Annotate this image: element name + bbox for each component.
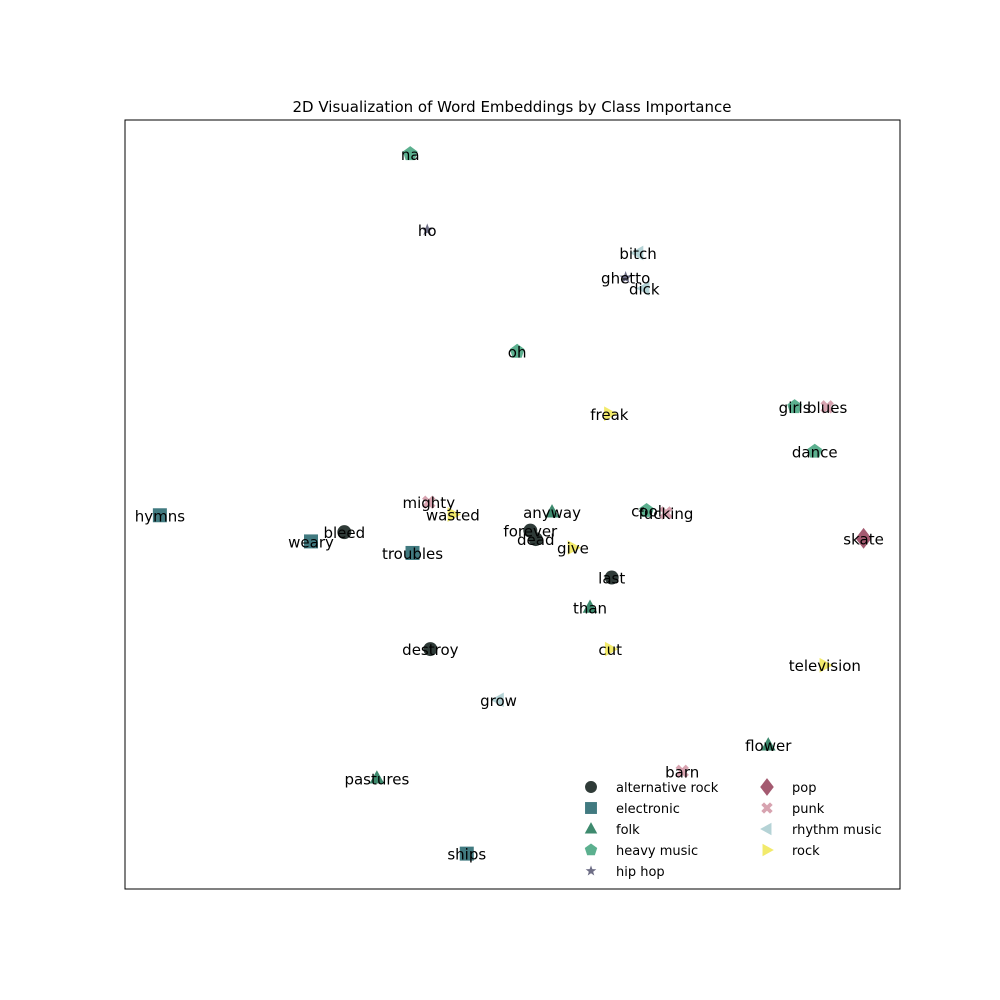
point-label-grow: grow bbox=[480, 692, 517, 710]
data-point-blues bbox=[820, 400, 834, 414]
data-point-than bbox=[582, 599, 598, 613]
data-point-barn bbox=[675, 764, 689, 779]
point-label-oh: oh bbox=[508, 343, 527, 361]
point-label-destroy: destroy bbox=[402, 641, 458, 659]
point-label-last: last bbox=[598, 570, 625, 588]
point-label-forever: forever bbox=[503, 523, 558, 541]
point-label-ho: ho bbox=[418, 222, 437, 240]
data-point-na bbox=[402, 146, 418, 161]
legend-label-pop: pop bbox=[792, 781, 816, 796]
legend-label-punk: punk bbox=[792, 802, 825, 817]
data-point-mighty bbox=[422, 495, 436, 509]
legend-marker-electronic bbox=[585, 802, 597, 814]
data-point-dick bbox=[636, 281, 650, 296]
point-label-flower: flower bbox=[745, 737, 792, 755]
data-point-television bbox=[819, 657, 833, 673]
data-point-weary bbox=[304, 534, 318, 549]
point-label-than: than bbox=[573, 600, 607, 618]
point-label-girls: girls bbox=[779, 399, 811, 417]
data-point-dead bbox=[528, 532, 543, 547]
legend-label-hip-hop: hip hop bbox=[616, 865, 665, 880]
data-point-troubles bbox=[405, 545, 420, 560]
point-label-na: na bbox=[401, 146, 420, 164]
legend-marker-heavy-music bbox=[584, 843, 598, 856]
point-label-barn: barn bbox=[665, 763, 699, 781]
point-label-cut: cut bbox=[598, 641, 622, 659]
legend-marker-hip-hop bbox=[585, 865, 597, 876]
data-point-skate bbox=[855, 527, 872, 549]
point-label-bleed: bleed bbox=[323, 524, 365, 542]
point-label-television: television bbox=[789, 657, 861, 675]
point-label-wasted: wasted bbox=[426, 506, 480, 524]
legend-label-electronic: electronic bbox=[616, 802, 680, 817]
data-point-oh bbox=[509, 343, 525, 358]
data-point-anyway bbox=[544, 504, 560, 518]
data-point-grow bbox=[490, 692, 504, 708]
point-label-skate: skate bbox=[843, 530, 884, 548]
data-point-ghetto bbox=[619, 271, 632, 283]
legend-marker-alternative-rock bbox=[585, 781, 597, 793]
legend-marker-rock bbox=[762, 843, 774, 857]
point-label-dick: dick bbox=[629, 280, 660, 298]
data-point-fucking bbox=[659, 506, 673, 520]
legend-marker-rhythm-music bbox=[760, 822, 772, 836]
legend-label-rhythm-music: rhythm music bbox=[792, 823, 882, 838]
legend-label-alternative-rock: alternative rock bbox=[616, 781, 719, 796]
data-point-wasted bbox=[447, 507, 461, 522]
data-point-freak bbox=[604, 406, 618, 422]
legend-marker-pop bbox=[760, 778, 774, 796]
point-label-freak: freak bbox=[590, 406, 629, 424]
legend-label-heavy-music: heavy music bbox=[616, 844, 698, 859]
point-label-anyway: anyway bbox=[523, 504, 581, 522]
data-point-last bbox=[604, 570, 619, 585]
point-label-pastures: pastures bbox=[344, 770, 409, 788]
data-point-cut bbox=[604, 641, 619, 657]
data-point-hymns bbox=[152, 508, 167, 523]
data-point-cool bbox=[639, 502, 654, 517]
data-point-bleed bbox=[337, 525, 352, 540]
point-label-hymns: hymns bbox=[135, 507, 186, 525]
data-point-ships bbox=[459, 846, 474, 861]
data-point-destroy bbox=[423, 642, 438, 657]
chart-title: 2D Visualization of Word Embeddings by C… bbox=[293, 98, 732, 116]
legend-label-rock: rock bbox=[792, 844, 820, 859]
point-label-mighty: mighty bbox=[403, 494, 456, 512]
point-label-ghetto: ghetto bbox=[601, 270, 650, 288]
data-point-pastures bbox=[369, 770, 385, 784]
point-label-dance: dance bbox=[792, 443, 838, 461]
point-label-troubles: troubles bbox=[382, 545, 443, 563]
point-label-fucking: fucking bbox=[638, 505, 693, 523]
data-point-bitch bbox=[630, 245, 644, 261]
data-point-give bbox=[567, 540, 581, 555]
data-point-flower bbox=[760, 737, 776, 751]
point-label-give: give bbox=[557, 540, 589, 558]
point-label-weary: weary bbox=[288, 533, 334, 551]
point-label-ships: ships bbox=[447, 846, 486, 864]
point-label-dead: dead bbox=[517, 531, 554, 549]
legend: alternative rock electronic folk heavy musi… bbox=[584, 778, 882, 880]
data-point-dance bbox=[807, 443, 823, 458]
point-label-bitch: bitch bbox=[619, 245, 656, 263]
legend-marker-folk bbox=[584, 822, 598, 834]
legend-label-folk: folk bbox=[616, 823, 640, 838]
point-label-cool: cool bbox=[631, 503, 662, 521]
point-label-blues: blues bbox=[807, 399, 847, 417]
data-point-ho bbox=[420, 223, 434, 236]
plot-area-frame bbox=[124, 119, 901, 890]
legend-marker-punk bbox=[761, 802, 773, 814]
data-point-girls bbox=[787, 399, 802, 414]
